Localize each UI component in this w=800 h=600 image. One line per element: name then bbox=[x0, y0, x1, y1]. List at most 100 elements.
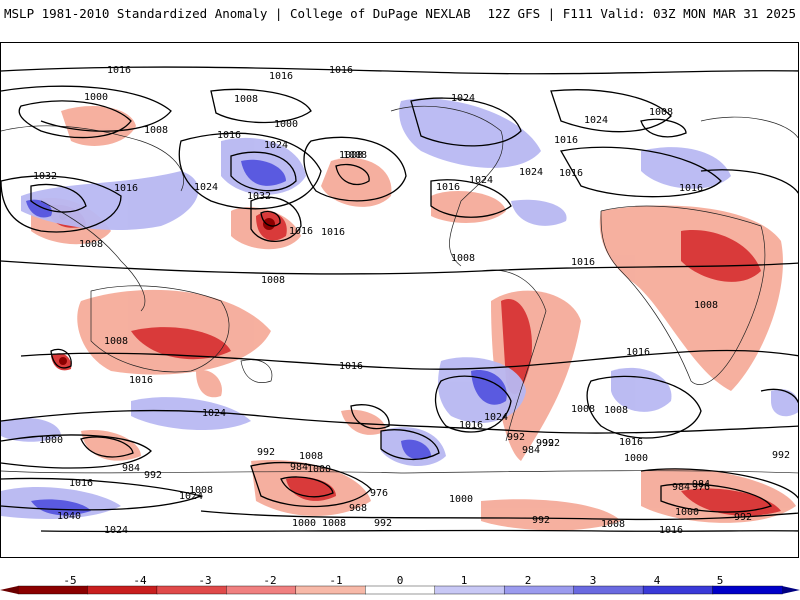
colorbar-tick-label: -3 bbox=[198, 574, 212, 587]
contour-label: 1024 bbox=[469, 175, 493, 186]
contour-label: 992 bbox=[257, 447, 275, 458]
contour-label: 1008 bbox=[343, 150, 367, 161]
colorbar-tick-label: -5 bbox=[63, 574, 77, 587]
colorbar-tick-label: 2 bbox=[524, 574, 532, 587]
contour-label: 1008 bbox=[604, 405, 628, 416]
contour-label: 1000 bbox=[39, 435, 63, 446]
contour-label: 1032 bbox=[247, 191, 271, 202]
contour-label: 1016 bbox=[619, 437, 643, 448]
colorbar-tick-label: -1 bbox=[329, 574, 343, 587]
contour-label: 992 bbox=[144, 470, 162, 481]
contour-label: 984 bbox=[290, 462, 308, 473]
contour-label: 1016 bbox=[107, 65, 131, 76]
contour-label: 1008 bbox=[234, 94, 258, 105]
colorbar-segment bbox=[642, 585, 714, 595]
contour-label: 1000 bbox=[84, 92, 108, 103]
contour-label: 992 bbox=[542, 438, 560, 449]
contour-label: 1000 bbox=[292, 518, 316, 529]
contour-label: 1016 bbox=[321, 227, 345, 238]
colorbar-right-arrow bbox=[782, 586, 800, 594]
contour-label: 1024 bbox=[264, 140, 288, 151]
contour-label: 1008 bbox=[299, 451, 323, 462]
contour-label: 1016 bbox=[329, 65, 353, 76]
contour-label: 1016 bbox=[114, 183, 138, 194]
model-run-info: 12Z GFS | F111 Valid: 03Z MON MAR 31 202… bbox=[487, 6, 796, 21]
contour-label: 1008 bbox=[104, 336, 128, 347]
contour-label: 1016 bbox=[436, 182, 460, 193]
contour-label: 1008 bbox=[79, 239, 103, 250]
contour-label: 1016 bbox=[679, 183, 703, 194]
contour-label: 1024 bbox=[519, 167, 543, 178]
contour-label: 1024 bbox=[179, 491, 203, 502]
contour-label: 992 bbox=[532, 515, 550, 526]
contour-label: 1016 bbox=[339, 361, 363, 372]
colorbar-segment bbox=[226, 585, 297, 595]
colorbar-tick-label: 0 bbox=[396, 574, 404, 587]
colorbar-segment bbox=[156, 585, 228, 595]
anomaly-map: 1016 1016 1016 1000 1008 1008 1000 1024 1008 1024… bbox=[0, 42, 799, 558]
colorbar-segment bbox=[503, 585, 575, 595]
colorbar-tick-label: 4 bbox=[653, 574, 661, 587]
contour-label: 1008 bbox=[571, 404, 595, 415]
contour-label: 1016 bbox=[69, 478, 93, 489]
contour-label: 1008 bbox=[339, 150, 363, 161]
colorbar-segment bbox=[87, 585, 158, 595]
colorbar-segment bbox=[295, 585, 366, 595]
colorbar-segment bbox=[573, 585, 644, 595]
contour-label: 984 bbox=[672, 482, 690, 493]
colorbar-segment bbox=[365, 585, 436, 595]
contour-label: 1016 bbox=[626, 347, 650, 358]
contour-label: 1000 bbox=[449, 494, 473, 505]
contour-label: 992 bbox=[536, 438, 554, 449]
contour-label: 1008 bbox=[694, 300, 718, 311]
isobar-contours bbox=[1, 66, 798, 533]
contour-label: 984 bbox=[122, 463, 140, 474]
colorbar-segment bbox=[712, 585, 783, 595]
contour-label: 1016 bbox=[659, 525, 683, 536]
contour-label: 1024 bbox=[451, 93, 475, 104]
contour-label: 992 bbox=[374, 518, 392, 529]
contour-label: 1016 bbox=[459, 420, 483, 431]
contour-label: 1008 bbox=[601, 519, 625, 530]
contour-label: 1016 bbox=[129, 375, 153, 386]
contour-label: 1016 bbox=[559, 168, 583, 179]
contour-label: 1016 bbox=[269, 71, 293, 82]
colorbar-tick-label: 5 bbox=[716, 574, 724, 587]
contour-label: 1008 bbox=[451, 253, 475, 264]
contour-label: 1024 bbox=[194, 182, 218, 193]
contour-label: 1000 bbox=[307, 464, 331, 475]
contour-label: 1040 bbox=[57, 511, 81, 522]
map-title: MSLP 1981-2010 Standardized Anomaly | Co… bbox=[4, 6, 471, 21]
contour-label: 984 bbox=[522, 445, 540, 456]
colorbar-tick-label: -2 bbox=[263, 574, 277, 587]
contour-label: 1008 bbox=[189, 485, 213, 496]
contour-label: 1000 bbox=[675, 507, 699, 518]
colorbar-segments bbox=[17, 585, 783, 595]
coastlines bbox=[1, 105, 798, 474]
contour-label: 1008 bbox=[261, 275, 285, 286]
contour-label: 1008 bbox=[649, 107, 673, 118]
contour-label: 1008 bbox=[144, 125, 168, 136]
contour-label: 1016 bbox=[571, 257, 595, 268]
contour-label: 976 bbox=[370, 488, 388, 499]
contour-label: 1016 bbox=[554, 135, 578, 146]
contour-label: 976 bbox=[692, 482, 710, 493]
contour-label: 968 bbox=[349, 503, 367, 514]
contour-label: 1032 bbox=[33, 171, 57, 182]
contour-label: 1016 bbox=[217, 130, 241, 141]
contour-label: 1024 bbox=[104, 525, 128, 536]
colorbar-tick-label: 3 bbox=[589, 574, 597, 587]
contour-label: 1016 bbox=[289, 226, 313, 237]
strong-positive-shading bbox=[26, 159, 507, 516]
colorbar-tick-label: -4 bbox=[133, 574, 147, 587]
contour-label: 984 bbox=[692, 479, 710, 490]
contour-label: 1000 bbox=[274, 119, 298, 130]
colorbar-segment bbox=[17, 585, 89, 595]
anomaly-colorbar bbox=[0, 585, 800, 595]
contour-label: 1024 bbox=[484, 412, 508, 423]
contour-label: 992 bbox=[734, 512, 752, 523]
contour-label: 992 bbox=[772, 450, 790, 461]
colorbar-segment bbox=[434, 585, 505, 595]
